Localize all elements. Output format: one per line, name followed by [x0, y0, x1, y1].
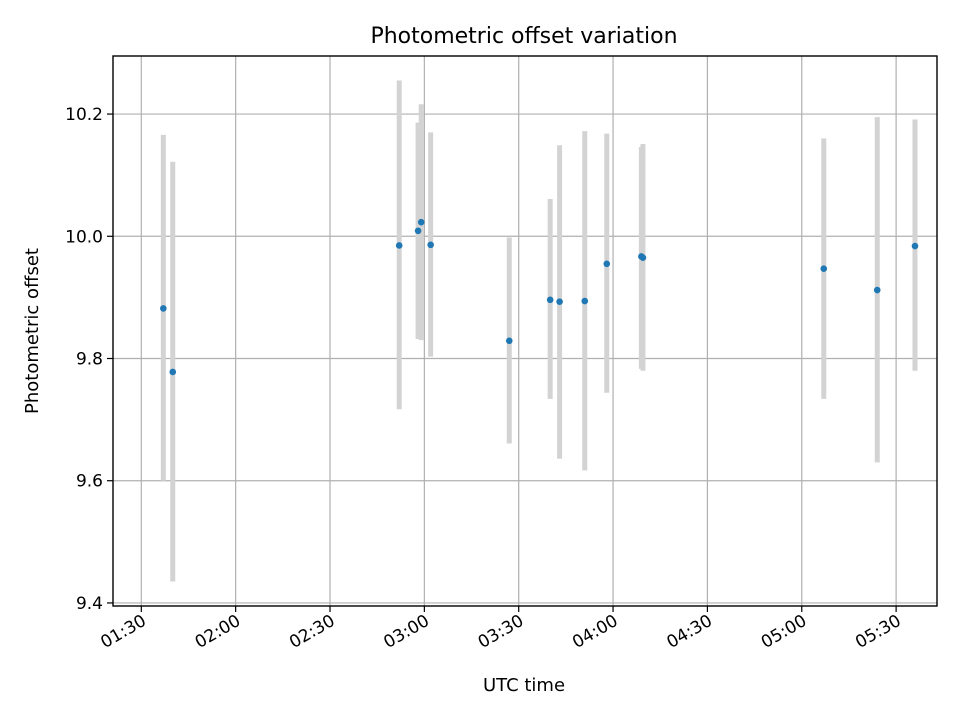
data-point: [639, 254, 647, 261]
grid: [113, 56, 937, 606]
data-point: [417, 218, 425, 226]
x-tick-label: 05:00: [758, 611, 810, 653]
y-tick-label: 9.4: [76, 594, 103, 614]
data-point: [603, 260, 611, 268]
data-point: [581, 297, 589, 305]
data-point: [556, 298, 563, 305]
data-point: [160, 305, 167, 312]
data-point: [427, 241, 434, 249]
y-tick-label: 9.6: [76, 472, 103, 492]
data-point: [820, 265, 828, 272]
y-tick-label: 10.0: [65, 227, 103, 247]
data-point: [911, 242, 919, 250]
data-points: [160, 218, 919, 376]
y-tick-label: 9.8: [76, 350, 103, 370]
x-tick-label: 04:00: [569, 611, 621, 653]
x-tick-label: 03:00: [380, 611, 432, 653]
data-point: [395, 242, 403, 249]
data-point: [873, 286, 881, 294]
y-tick-label: 10.2: [65, 105, 103, 125]
x-tick-label: 02:30: [286, 611, 338, 653]
x-tick-label: 04:30: [663, 611, 715, 653]
chart-title: Photometric offset variation: [370, 24, 677, 49]
data-point: [505, 337, 513, 345]
x-tick-label: 03:30: [475, 611, 527, 653]
x-tick-label: 02:00: [192, 611, 244, 653]
data-point: [546, 296, 554, 304]
x-axis-ticks: 01:30 02:00 02:30 03:00 03:30 04:00 04:30 05:00…: [97, 606, 905, 653]
y-axis-label: Photometric offset: [22, 248, 43, 414]
x-axis-label: UTC time: [483, 675, 565, 696]
x-tick-label: 01:30: [97, 611, 149, 653]
data-point: [169, 368, 177, 376]
y-axis-ticks: 9.4 9.6 9.8 10.0 10.2: [65, 105, 113, 614]
plot-frame: [112, 55, 938, 607]
data-point: [414, 227, 422, 235]
x-tick-label: 05:30: [852, 611, 904, 653]
